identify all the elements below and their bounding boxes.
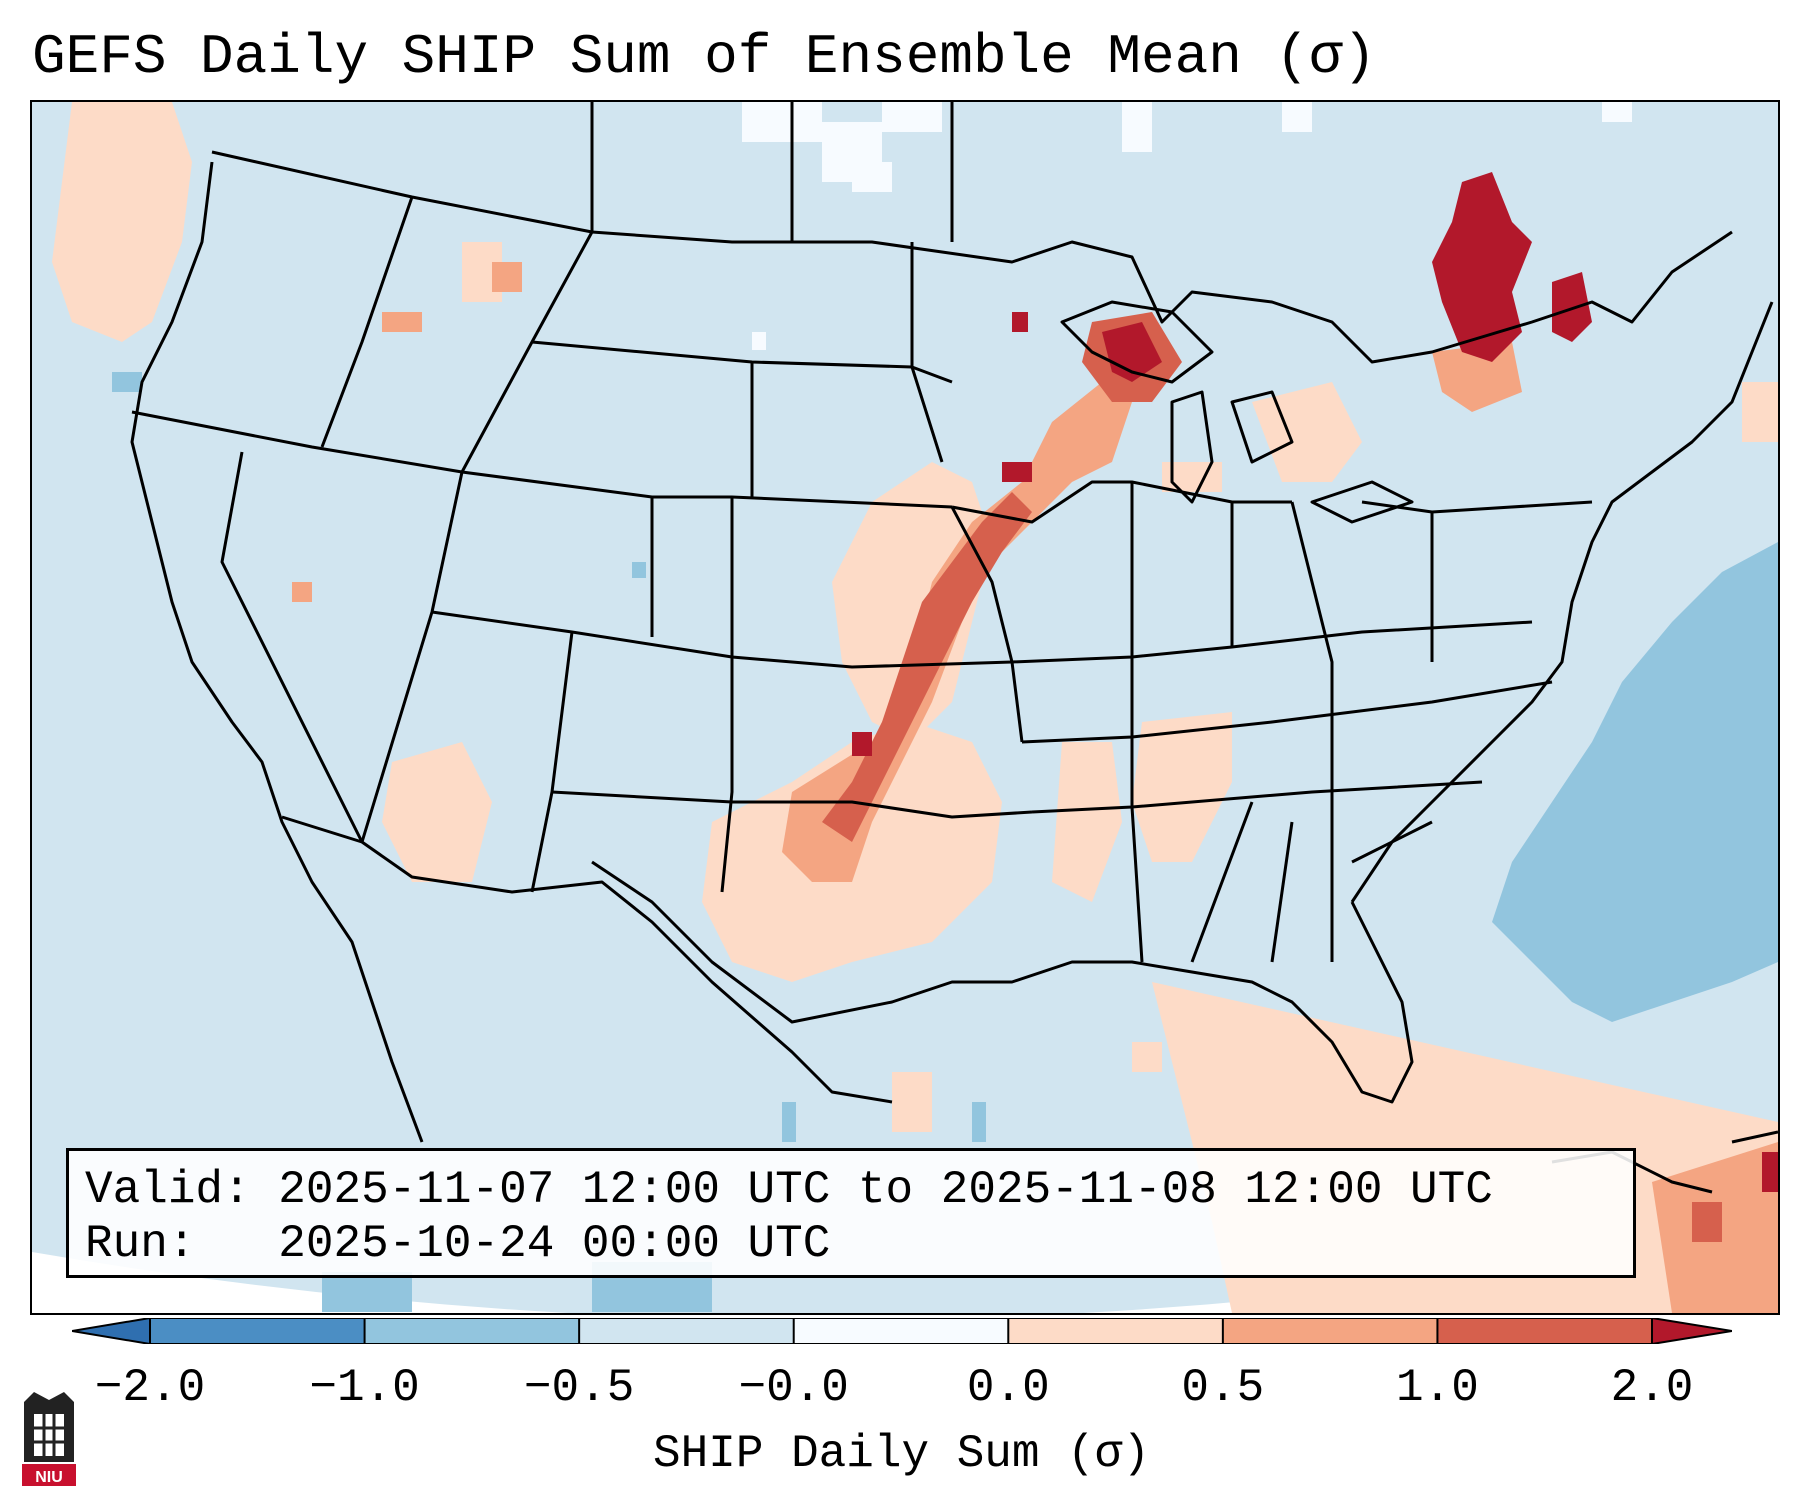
colorbar-segment [579, 1318, 795, 1344]
colorbar-extend-low [72, 1318, 151, 1344]
negative-anomaly-atlantic [1492, 542, 1778, 1022]
logo-text: NIU [35, 1469, 63, 1486]
map-title: GEFS Daily SHIP Sum of Ensemble Mean (σ) [32, 25, 1377, 89]
west-coast [130, 161, 424, 1143]
map-panel [30, 100, 1780, 1315]
colorbar-segment [150, 1318, 366, 1344]
colorbar-tick-label: 1.0 [1396, 1362, 1479, 1414]
valid-value: 2025-11-07 12:00 UTC to 2025-11-08 12:00… [278, 1164, 1493, 1216]
colorbar-segment [1222, 1318, 1438, 1344]
gulf-coast [591, 860, 1414, 1104]
niu-logo-icon: NIU [22, 1392, 76, 1486]
colorbar-tick-label: −0.5 [523, 1362, 635, 1414]
valid-row: Valid: 2025-11-07 12:00 UTC to 2025-11-0… [85, 1163, 1633, 1217]
colorbar-tick-label: 2.0 [1610, 1362, 1694, 1414]
east-coast [1350, 301, 1774, 903]
colorbar-segment [793, 1318, 1009, 1344]
colorbar-segment [1437, 1318, 1653, 1344]
colorbar-tick-label: −1.0 [309, 1362, 420, 1414]
run-row: Run: 2025-10-24 00:00 UTC [85, 1217, 1633, 1271]
run-label: Run: [85, 1218, 196, 1270]
colorbar-extend-high [1651, 1318, 1732, 1344]
colorbar-tick-label: −0.0 [738, 1362, 849, 1414]
colorbar-segment [1008, 1318, 1224, 1344]
colorbar-tick-label: 0.5 [1181, 1362, 1265, 1414]
colorbar-tick-label: −2.0 [94, 1362, 206, 1414]
map-canvas [32, 102, 1778, 1313]
colorbar-tick-label: 0.0 [966, 1362, 1050, 1414]
run-value: 2025-10-24 00:00 UTC [278, 1218, 831, 1270]
political-boundaries [130, 102, 1778, 1194]
colorbar-label: SHIP Daily Sum (σ) [653, 1428, 1150, 1480]
great-lakes [1060, 300, 1214, 384]
valid-label: Valid: [85, 1164, 251, 1216]
us-mexico-border [281, 815, 893, 1104]
colorbar-segment [364, 1318, 580, 1344]
near-zero-patches [742, 102, 1632, 350]
positive-anomaly-extreme [852, 172, 1778, 1192]
colorbar [72, 1318, 1732, 1344]
valid-run-infobox: Valid: 2025-11-07 12:00 UTC to 2025-11-0… [66, 1148, 1636, 1278]
canada-us-border [211, 150, 1733, 364]
